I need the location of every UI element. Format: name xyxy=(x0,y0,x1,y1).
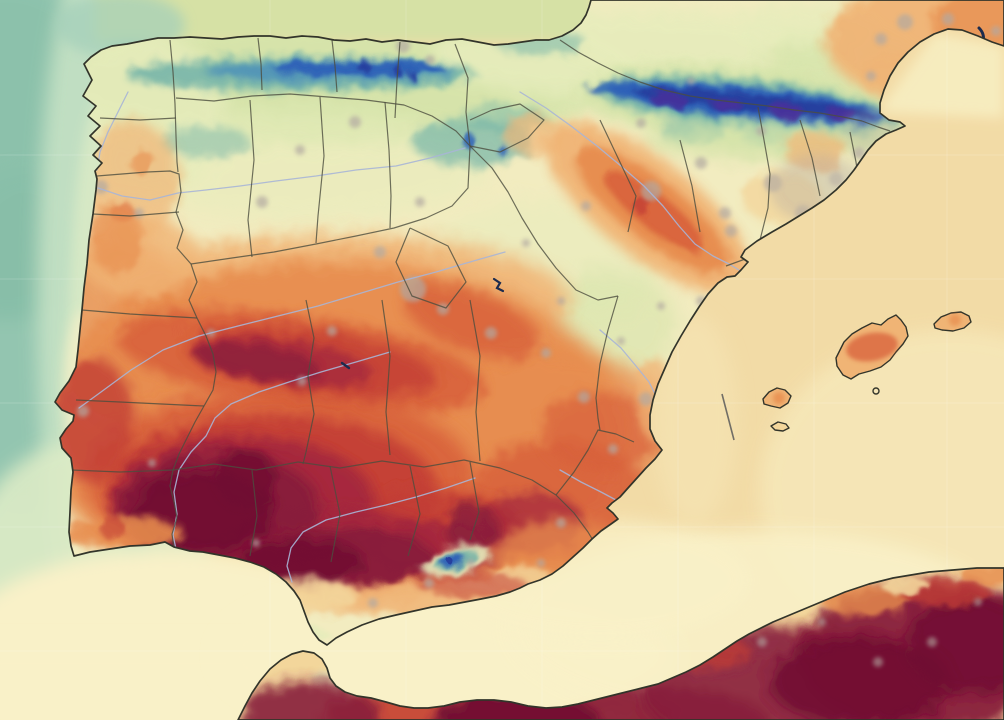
ibiza-island xyxy=(762,387,792,409)
balearic-islands xyxy=(762,311,972,432)
pyrenees-cold-band xyxy=(580,64,910,162)
ebro-valley-hot-band xyxy=(503,115,751,294)
cantabrian-cold-band xyxy=(125,29,585,166)
africa-gray-patches xyxy=(757,598,982,667)
administrative-borders xyxy=(70,37,891,563)
formentera-island xyxy=(770,421,790,432)
portugal-spain-border xyxy=(96,170,217,550)
mallorca-island xyxy=(835,314,909,380)
sierra-nevada-cold-spot xyxy=(421,545,493,577)
menorca-island xyxy=(933,311,972,332)
cabrera-island xyxy=(872,387,880,395)
line-artifact xyxy=(721,393,735,441)
france-spain-border xyxy=(559,39,891,132)
gulf-of-lion xyxy=(878,33,1004,118)
